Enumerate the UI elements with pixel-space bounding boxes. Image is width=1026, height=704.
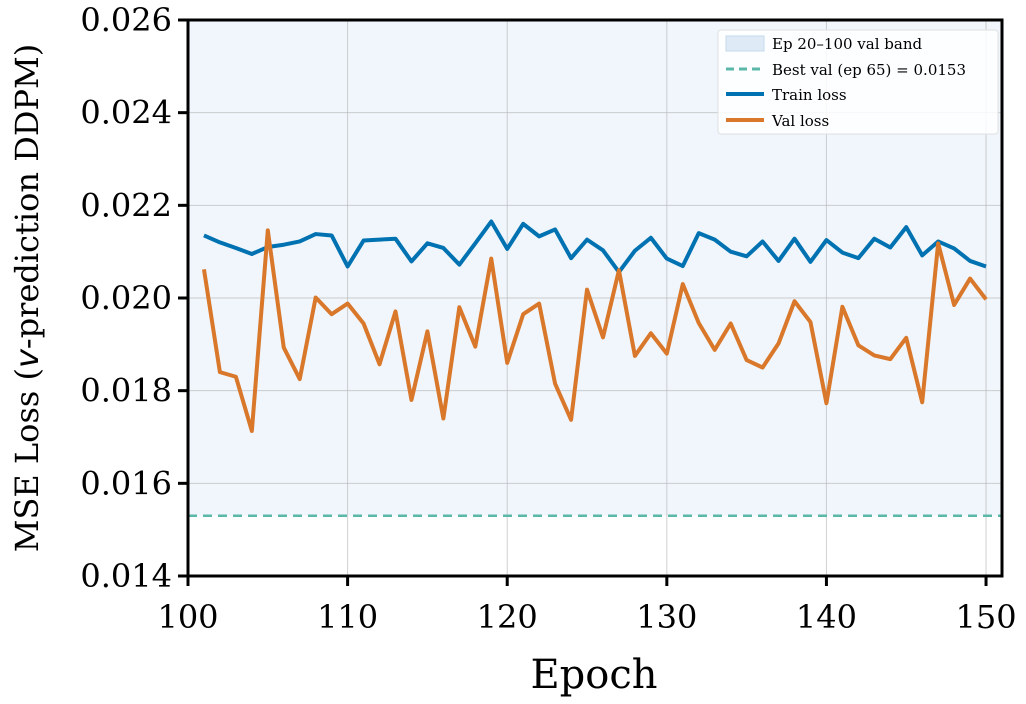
x-tick-label: 150 [956,598,1017,636]
y-ticks: 0.014 0.016 0.018 0.020 0.022 0.024 0.026 [80,1,188,595]
y-tick-label: 0.026 [80,1,172,39]
y-tick-label: 0.016 [80,464,172,502]
x-tick-label: 130 [636,598,697,636]
y-tick-label: 0.014 [80,557,172,595]
legend: Ep 20–100 val band Best val (ep 65) = 0.… [717,29,999,135]
legend-label-val: Val loss [771,112,829,130]
y-tick-label: 0.020 [80,279,172,317]
x-tick-label: 110 [317,598,378,636]
x-tick-label: 140 [796,598,857,636]
val-loss-line [201,228,988,433]
y-axis-title-prefix: MSE Loss ( [8,368,46,552]
y-axis-title-suffix: -prediction DDPM) [8,44,46,349]
y-axis-title-italic: v [8,348,46,368]
legend-label-train: Train loss [772,86,847,104]
y-axis-title: MSE Loss (v-prediction DDPM) [8,44,46,553]
y-tick-label: 0.024 [80,94,172,132]
x-tick-label: 120 [477,598,538,636]
legend-label-best: Best val (ep 65) = 0.0153 [772,61,966,79]
grid-lines [187,19,1002,577]
y-tick-label: 0.018 [80,372,172,410]
legend-label-band: Ep 20–100 val band [772,35,922,53]
train-loss-line [203,219,987,275]
x-ticks: 100 110 120 130 140 150 [157,576,1017,636]
x-tick-label: 100 [157,598,218,636]
y-tick-label: 0.022 [80,186,172,224]
legend-swatch-band [725,35,765,52]
x-axis-title: Epoch [530,652,657,698]
legend-box [717,29,999,135]
